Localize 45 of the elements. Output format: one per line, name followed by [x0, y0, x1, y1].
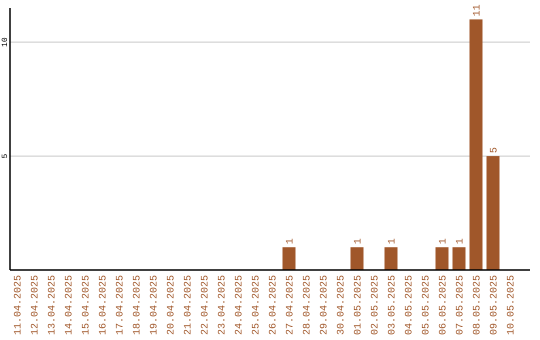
bar — [436, 247, 448, 270]
x-tick-label: 01.05.2025 — [354, 275, 364, 336]
data-label: 1 — [438, 238, 450, 244]
x-tick-label: 09.05.2025 — [490, 275, 500, 336]
x-tick-label: 22.04.2025 — [200, 275, 212, 336]
x-tick-label: 28.04.2025 — [302, 275, 314, 336]
x-tick-label: 06.05.2025 — [438, 275, 450, 336]
x-tick-label: 07.05.2025 — [456, 275, 466, 336]
bar — [384, 247, 398, 270]
data-label: 1 — [456, 238, 466, 244]
data-label: 1 — [388, 238, 398, 244]
x-tick-label: 03.05.2025 — [388, 275, 398, 336]
x-tick-label: 15.04.2025 — [82, 275, 92, 336]
x-tick-label: 26.04.2025 — [268, 275, 280, 336]
data-label: 11 — [472, 4, 484, 16]
x-tick-label: 24.04.2025 — [234, 275, 246, 336]
x-tick-label: 30.04.2025 — [336, 275, 348, 336]
x-tick-label: 04.05.2025 — [404, 275, 416, 336]
x-tick-label: 02.05.2025 — [370, 275, 382, 336]
bar — [486, 156, 500, 270]
x-tick-label: 14.04.2025 — [64, 275, 76, 336]
x-tick-label: 21.04.2025 — [184, 275, 194, 336]
x-tick-label: 23.04.2025 — [218, 275, 228, 336]
x-tick-label: 25.04.2025 — [252, 275, 262, 336]
x-tick-label: 20.04.2025 — [166, 275, 178, 336]
x-tick-label: 16.04.2025 — [98, 275, 110, 336]
x-tick-label: 10.05.2025 — [506, 275, 518, 336]
x-tick-label: 29.04.2025 — [320, 275, 330, 336]
x-tick-label: 19.04.2025 — [150, 275, 160, 336]
x-tick-label: 05.05.2025 — [422, 275, 432, 336]
data-label: 1 — [354, 238, 364, 244]
data-label: 5 — [490, 147, 500, 154]
x-tick-label: 17.04.2025 — [116, 275, 126, 336]
x-tick-label: 11.04.2025 — [14, 275, 24, 336]
y-tick-label: 10 — [1, 37, 10, 47]
bar — [350, 247, 364, 270]
bar — [470, 19, 482, 270]
bar — [282, 247, 296, 270]
x-tick-label: 13.04.2025 — [48, 275, 58, 336]
x-tick-label: 08.05.2025 — [472, 275, 484, 336]
x-tick-label: 18.04.2025 — [132, 275, 144, 336]
x-tick-label: 27.04.2025 — [286, 275, 296, 336]
bar — [452, 247, 466, 270]
data-label: 1 — [286, 238, 296, 244]
x-tick-label: 12.04.2025 — [30, 275, 42, 336]
